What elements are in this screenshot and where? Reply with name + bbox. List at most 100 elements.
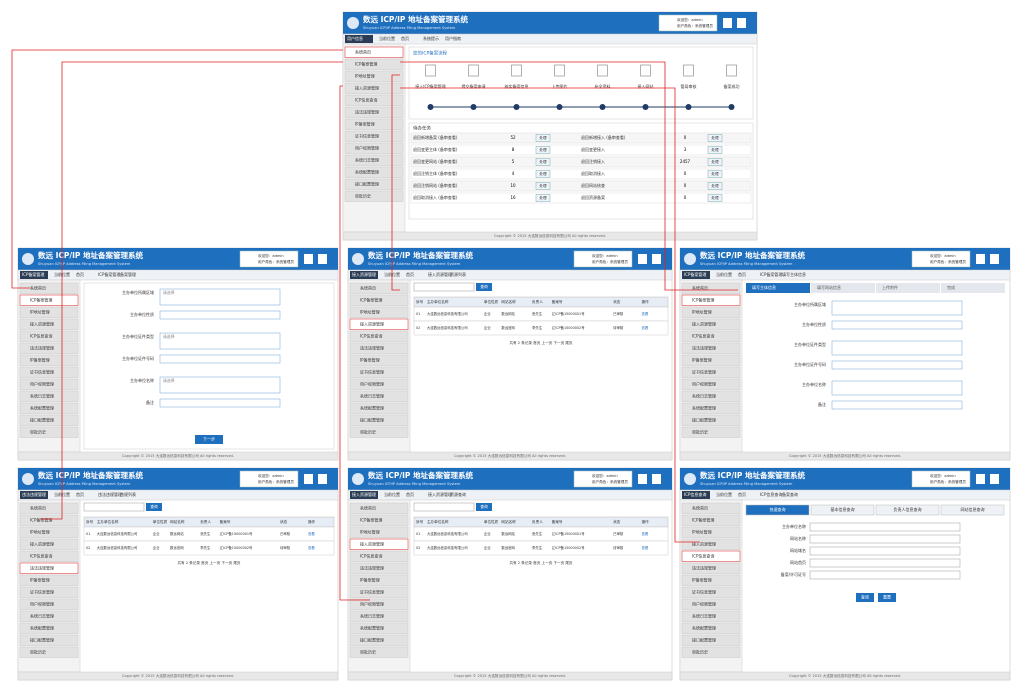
input[interactable] bbox=[809, 546, 961, 556]
menu-item[interactable] bbox=[19, 598, 79, 610]
icon-button[interactable] bbox=[638, 474, 647, 484]
input[interactable] bbox=[809, 558, 961, 568]
menu-item[interactable] bbox=[344, 166, 404, 178]
menu-item[interactable] bbox=[349, 402, 409, 414]
menu-item[interactable] bbox=[681, 342, 741, 354]
menu-item[interactable] bbox=[349, 390, 409, 402]
menu-item[interactable] bbox=[681, 538, 741, 550]
menu-item[interactable] bbox=[349, 526, 409, 538]
action-button[interactable] bbox=[856, 593, 874, 602]
handle-button[interactable] bbox=[535, 170, 551, 178]
handle-button[interactable] bbox=[535, 158, 551, 166]
icon-button[interactable] bbox=[652, 254, 661, 264]
menu-item[interactable] bbox=[344, 130, 404, 142]
menu-item[interactable] bbox=[681, 622, 741, 634]
menu-item[interactable] bbox=[349, 574, 409, 586]
input[interactable] bbox=[831, 300, 963, 316]
next-button[interactable] bbox=[195, 435, 223, 444]
menu-item[interactable] bbox=[344, 190, 404, 202]
menu-item[interactable] bbox=[349, 598, 409, 610]
active-tab[interactable] bbox=[20, 491, 48, 499]
menu-item[interactable] bbox=[681, 502, 741, 514]
menu-item[interactable] bbox=[19, 414, 79, 426]
handle-button[interactable] bbox=[535, 146, 551, 154]
input[interactable] bbox=[831, 340, 963, 356]
menu-item[interactable] bbox=[681, 306, 741, 318]
menu-item[interactable] bbox=[19, 390, 79, 402]
menu-item[interactable] bbox=[349, 342, 409, 354]
handle-button[interactable] bbox=[707, 182, 723, 190]
menu-item[interactable] bbox=[349, 622, 409, 634]
menu-item[interactable] bbox=[19, 574, 79, 586]
menu-item[interactable] bbox=[349, 550, 409, 562]
search-tab[interactable] bbox=[940, 504, 1005, 516]
menu-item[interactable] bbox=[681, 634, 741, 646]
menu-item[interactable] bbox=[349, 294, 409, 306]
menu-item[interactable] bbox=[681, 550, 741, 562]
icon-button[interactable] bbox=[976, 474, 985, 484]
menu-item[interactable] bbox=[19, 294, 79, 306]
icon-button[interactable] bbox=[304, 474, 313, 484]
menu-item[interactable] bbox=[349, 306, 409, 318]
menu-item[interactable] bbox=[19, 502, 79, 514]
menu-item[interactable] bbox=[681, 514, 741, 526]
menu-item[interactable] bbox=[19, 610, 79, 622]
menu-item[interactable] bbox=[681, 562, 741, 574]
menu-item[interactable] bbox=[344, 106, 404, 118]
menu-item[interactable] bbox=[349, 366, 409, 378]
menu-item[interactable] bbox=[681, 390, 741, 402]
icon-button[interactable] bbox=[723, 18, 732, 28]
search-tab[interactable] bbox=[745, 504, 810, 516]
menu-item[interactable] bbox=[19, 586, 79, 598]
menu-item[interactable] bbox=[19, 318, 79, 330]
menu-item[interactable] bbox=[19, 426, 79, 438]
input[interactable] bbox=[831, 400, 963, 410]
menu-item[interactable] bbox=[349, 414, 409, 426]
menu-item[interactable] bbox=[349, 330, 409, 342]
menu-item[interactable] bbox=[681, 294, 741, 306]
active-tab[interactable] bbox=[682, 271, 710, 279]
active-tab[interactable] bbox=[20, 271, 48, 279]
search-button[interactable] bbox=[476, 283, 492, 291]
action-button[interactable] bbox=[878, 593, 896, 602]
menu-item[interactable] bbox=[344, 94, 404, 106]
menu-item[interactable] bbox=[19, 306, 79, 318]
menu-item[interactable] bbox=[681, 646, 741, 658]
icon-button[interactable] bbox=[737, 18, 746, 28]
handle-button[interactable] bbox=[707, 194, 723, 202]
menu-item[interactable] bbox=[681, 526, 741, 538]
icon-button[interactable] bbox=[990, 474, 999, 484]
menu-item[interactable] bbox=[19, 366, 79, 378]
menu-item[interactable] bbox=[19, 550, 79, 562]
input[interactable] bbox=[159, 310, 281, 320]
icon-button[interactable] bbox=[318, 474, 327, 484]
handle-button[interactable] bbox=[535, 194, 551, 202]
menu-item[interactable] bbox=[344, 154, 404, 166]
menu-item[interactable] bbox=[349, 562, 409, 574]
search-tab[interactable] bbox=[810, 504, 875, 516]
menu-item[interactable] bbox=[681, 574, 741, 586]
menu-item[interactable] bbox=[19, 402, 79, 414]
menu-item[interactable] bbox=[349, 282, 409, 294]
handle-button[interactable] bbox=[707, 170, 723, 178]
menu-item[interactable] bbox=[19, 526, 79, 538]
menu-item[interactable] bbox=[19, 342, 79, 354]
menu-item[interactable] bbox=[349, 354, 409, 366]
menu-item[interactable] bbox=[344, 178, 404, 190]
input[interactable] bbox=[159, 376, 281, 394]
menu-item[interactable] bbox=[349, 610, 409, 622]
input[interactable] bbox=[809, 570, 961, 580]
menu-item[interactable] bbox=[19, 646, 79, 658]
menu-item[interactable] bbox=[19, 354, 79, 366]
menu-item[interactable] bbox=[19, 330, 79, 342]
menu-item[interactable] bbox=[344, 58, 404, 70]
icon-button[interactable] bbox=[318, 254, 327, 264]
search-tab[interactable] bbox=[875, 504, 940, 516]
active-tab[interactable] bbox=[345, 35, 373, 43]
menu-item[interactable] bbox=[681, 586, 741, 598]
input[interactable] bbox=[809, 522, 961, 532]
handle-button[interactable] bbox=[535, 134, 551, 142]
menu-item[interactable] bbox=[681, 402, 741, 414]
menu-item[interactable] bbox=[681, 610, 741, 622]
menu-item[interactable] bbox=[681, 354, 741, 366]
